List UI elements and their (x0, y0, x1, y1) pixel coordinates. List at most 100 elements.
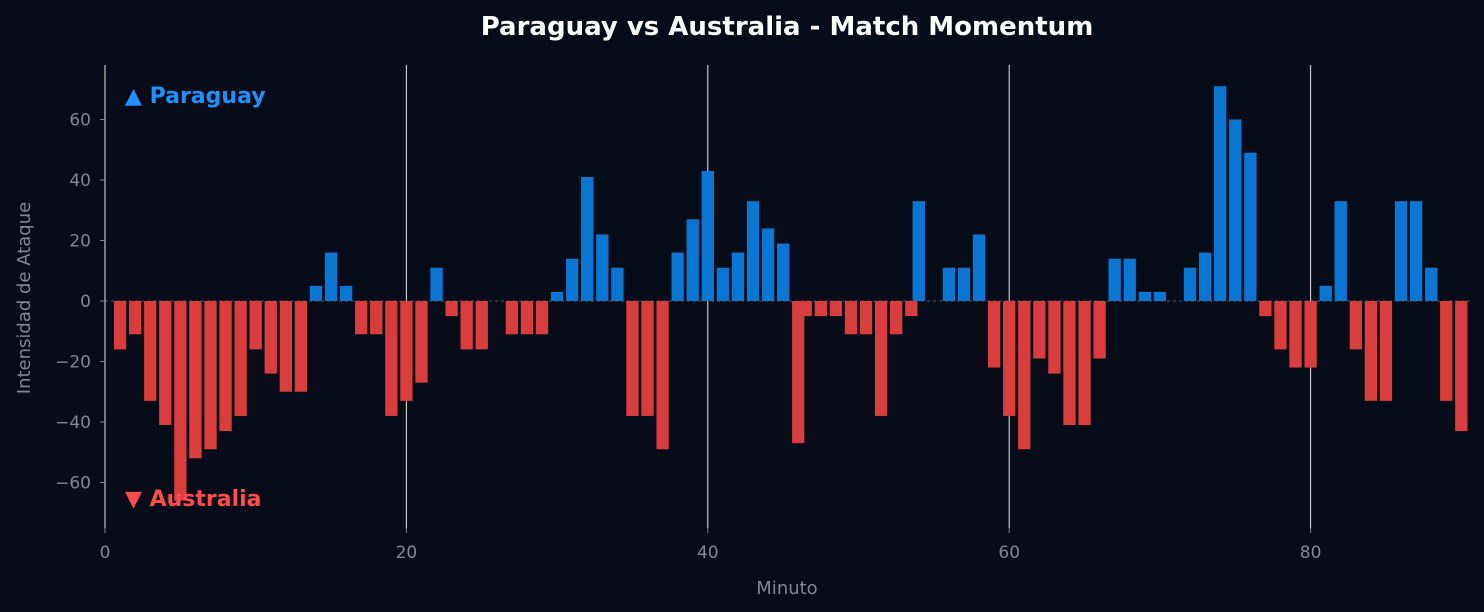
bar-australia-6 (204, 301, 217, 450)
bar-australia-17 (415, 301, 428, 383)
bar-australia-11 (279, 301, 292, 392)
bar-paraguay-0 (309, 285, 323, 301)
bar-australia-0 (113, 301, 127, 350)
bar-paraguay-29 (1244, 152, 1257, 301)
x-axis-label: Minuto (756, 578, 817, 599)
bar-paraguay-27 (1214, 86, 1227, 301)
bar-australia-46 (1289, 301, 1302, 368)
bar-australia-22 (520, 301, 534, 335)
bar-paraguay-14 (746, 201, 760, 301)
bar-paraguay-15 (761, 228, 775, 301)
bar-paraguay-22 (1123, 258, 1136, 301)
bar-australia-33 (874, 301, 888, 416)
bar-australia-9 (249, 301, 262, 350)
bar-australia-42 (1078, 301, 1091, 426)
bar-australia-29 (814, 301, 827, 317)
bar-paraguay-32 (1394, 201, 1408, 301)
bar-paraguay-19 (957, 267, 971, 301)
bar-australia-25 (641, 301, 654, 416)
bar-australia-8 (234, 301, 247, 416)
bar-paraguay-11 (701, 170, 714, 301)
bar-paraguay-3 (430, 267, 443, 301)
bar-australia-48 (1349, 301, 1362, 350)
y-tick-label: 40 (69, 171, 91, 191)
bar-paraguay-24 (1153, 291, 1167, 301)
bar-australia-37 (1003, 301, 1016, 416)
bar-australia-2 (144, 301, 157, 401)
bar-paraguay-10 (686, 219, 699, 301)
bar-australia-45 (1274, 301, 1287, 350)
away-team-label: ▼ Australia (125, 487, 262, 512)
bar-australia-41 (1063, 301, 1076, 426)
home-team-label: ▲ Paraguay (125, 84, 266, 109)
y-tick-label: 60 (69, 111, 91, 131)
bar-australia-27 (792, 301, 805, 444)
bar-paraguay-21 (1108, 258, 1121, 301)
bar-australia-50 (1379, 301, 1393, 401)
y-axis-ticks: −60 −40 −20 0 20 40 60 (55, 111, 105, 494)
bar-australia-4 (174, 301, 187, 501)
y-tick-label: −20 (55, 353, 91, 373)
bar-australia-32 (859, 301, 873, 335)
x-tick-label: 0 (100, 543, 111, 563)
bar-paraguay-33 (1409, 201, 1423, 301)
x-tick-label: 80 (1300, 543, 1322, 563)
bar-australia-3 (159, 301, 172, 426)
bar-australia-52 (1455, 301, 1468, 432)
x-axis-ticks: 0 20 40 60 80 (100, 528, 1322, 563)
bar-australia-47 (1304, 301, 1317, 368)
bar-australia-5 (189, 301, 202, 459)
bar-australia-38 (1018, 301, 1031, 450)
bar-australia-49 (1364, 301, 1378, 401)
x-tick-label: 40 (697, 543, 719, 563)
bar-paraguay-20 (972, 234, 986, 301)
bar-australia-30 (829, 301, 843, 317)
bar-paraguay-12 (716, 267, 730, 301)
bar-paraguay-34 (1425, 267, 1438, 301)
bar-paraguay-18 (942, 267, 956, 301)
bar-paraguay-6 (581, 176, 594, 301)
x-tick-label: 20 (396, 543, 418, 563)
chart-title: Paraguay vs Australia - Match Momentum (481, 12, 1094, 42)
momentum-bars (113, 86, 1468, 501)
bar-australia-15 (385, 301, 398, 416)
bar-paraguay-16 (777, 243, 790, 301)
bar-australia-31 (844, 301, 858, 335)
bar-australia-43 (1093, 301, 1106, 359)
bar-australia-24 (626, 301, 639, 416)
bar-australia-7 (219, 301, 232, 432)
bar-paraguay-23 (1138, 291, 1151, 301)
bar-paraguay-8 (611, 267, 624, 301)
bar-australia-35 (905, 301, 918, 317)
bar-australia-10 (264, 301, 277, 374)
bar-paraguay-26 (1198, 252, 1212, 301)
bar-australia-39 (1033, 301, 1046, 359)
bar-australia-44 (1259, 301, 1272, 317)
bar-paraguay-1 (324, 252, 338, 301)
y-axis-label: Intensidad de Ataque (14, 202, 35, 394)
bar-paraguay-28 (1229, 119, 1242, 301)
bar-australia-18 (445, 301, 458, 317)
bar-paraguay-13 (731, 252, 745, 301)
bar-australia-36 (987, 301, 1001, 368)
bar-paraguay-25 (1183, 267, 1197, 301)
y-tick-label: 20 (69, 232, 91, 252)
bar-paraguay-2 (339, 285, 353, 301)
bar-australia-13 (355, 301, 368, 335)
bar-australia-34 (890, 301, 903, 335)
y-tick-label: 0 (80, 292, 91, 312)
bar-australia-40 (1048, 301, 1061, 374)
bar-paraguay-30 (1319, 285, 1332, 301)
bar-australia-51 (1440, 301, 1453, 401)
y-tick-label: −40 (55, 413, 91, 433)
bar-australia-20 (475, 301, 488, 350)
bar-australia-1 (128, 301, 142, 335)
bar-australia-14 (370, 301, 383, 335)
bar-paraguay-4 (550, 291, 564, 301)
bar-australia-23 (535, 301, 549, 335)
bar-australia-26 (656, 301, 669, 450)
bar-paraguay-31 (1334, 201, 1347, 301)
bar-paraguay-9 (671, 252, 684, 301)
bar-australia-16 (400, 301, 413, 401)
